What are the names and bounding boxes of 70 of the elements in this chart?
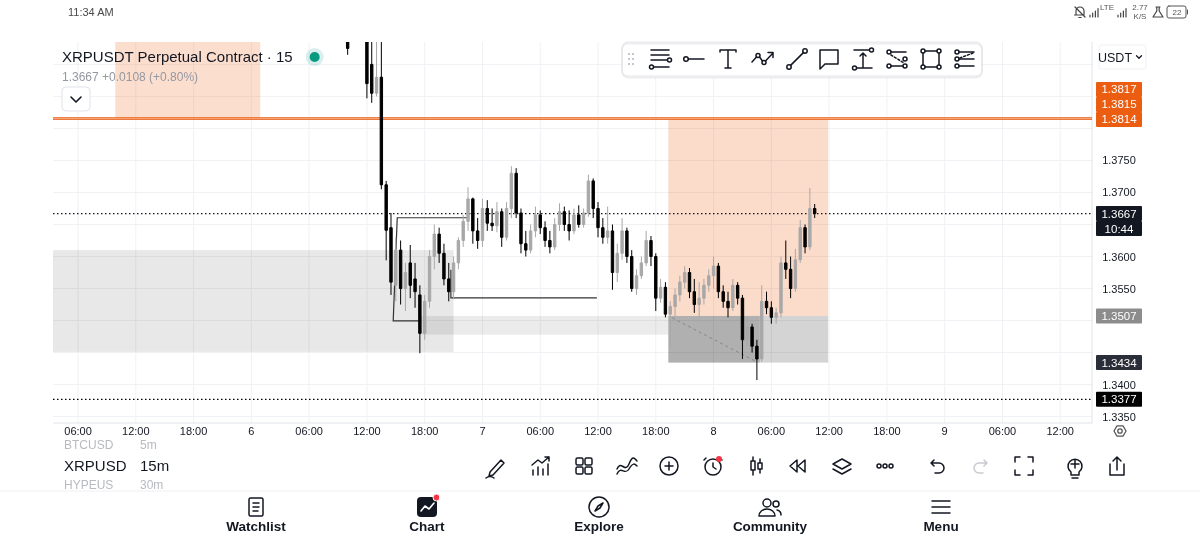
- text: Watchlist: [226, 519, 287, 534]
- candlestick: [533, 206, 538, 238]
- x-tick-label: 8: [710, 425, 717, 437]
- text: 22: [1172, 8, 1182, 17]
- candlestick: [500, 207, 504, 248]
- text: 15m: [140, 457, 170, 474]
- candlestick: [803, 224, 807, 254]
- candlestick: [605, 206, 610, 245]
- x-tick-label: 12:00: [815, 425, 843, 437]
- candlestick: [808, 187, 812, 251]
- text: USDT: [1097, 50, 1133, 65]
- candlestick: [760, 284, 764, 363]
- text: 10:44: [1104, 222, 1134, 235]
- text: XRPUSD: [64, 457, 127, 474]
- x-tick-label: 18:00: [642, 425, 670, 437]
- candlestick: [572, 207, 576, 235]
- x-tick-label: 18:00: [179, 425, 208, 437]
- x-tick-label: 06:00: [757, 425, 786, 437]
- y-tick-label: 1.3400: [1102, 378, 1136, 391]
- text: LTE: [1099, 3, 1115, 12]
- candlestick: [394, 236, 398, 302]
- x-tick-label: 18:00: [410, 425, 439, 437]
- text: 1.3507: [1101, 309, 1137, 322]
- x-tick-label: 06:00: [64, 425, 92, 437]
- y-tick-label: 1.3350: [1102, 410, 1136, 423]
- x-tick-label: 6: [248, 425, 255, 437]
- ref-line-label: 1.3814: [1101, 113, 1138, 126]
- x-tick-label: 12:00: [1046, 425, 1074, 437]
- text: 2.77: [1132, 2, 1149, 12]
- x-tick-label: 12:00: [353, 425, 381, 437]
- x-tick-label: 12:00: [584, 425, 612, 437]
- candlestick: [403, 262, 408, 312]
- text: Menu: [923, 519, 959, 534]
- candlestick: [495, 201, 499, 233]
- x-tick-label: 18:00: [873, 425, 901, 437]
- text: 5m: [140, 438, 157, 452]
- text: HYPEUS: [64, 478, 114, 492]
- candlestick: [581, 207, 586, 229]
- candlestick: [658, 278, 663, 304]
- text: BTCUSD: [64, 438, 114, 452]
- chart-title: XRPUSDT Perpetual Contract · 15: [62, 48, 293, 65]
- candlestick: [812, 203, 817, 219]
- x-tick-label: 12:00: [122, 425, 150, 437]
- y-tick-label: 1.3600: [1102, 250, 1136, 263]
- text: Explore: [574, 519, 625, 534]
- ref-line-label: 1.3377: [1101, 393, 1137, 406]
- ref-line-label: 1.3817: [1101, 83, 1137, 96]
- candlestick: [745, 316, 749, 347]
- text: 1.3667 +0.0108 (+0.80%): [62, 70, 199, 84]
- x-tick-label: 06:00: [526, 425, 555, 437]
- candlestick: [418, 284, 422, 354]
- candlestick: [711, 256, 716, 290]
- y-tick-label: 1.3550: [1102, 282, 1136, 295]
- legend-label: 1.3815: [1101, 98, 1137, 111]
- x-tick-label: 7: [479, 425, 486, 437]
- text: Chart: [409, 519, 446, 534]
- candlestick: [577, 204, 581, 229]
- y-tick-label: 1.3750: [1102, 154, 1136, 167]
- x-tick-label: 06:00: [295, 425, 323, 437]
- candlestick: [374, 42, 379, 97]
- x-tick-label: 06:00: [988, 425, 1017, 437]
- candlestick: [731, 278, 735, 312]
- x-tick-label: 9: [941, 425, 948, 437]
- text: 11:34 AM: [68, 6, 114, 18]
- y-tick-label: 1.3700: [1102, 186, 1136, 199]
- ref-line-label: 1.3667: [1101, 207, 1137, 220]
- text: 1.3434: [1101, 356, 1138, 369]
- text: K/S: [1133, 11, 1147, 21]
- text: Community: [732, 519, 808, 534]
- text: 30m: [140, 478, 164, 492]
